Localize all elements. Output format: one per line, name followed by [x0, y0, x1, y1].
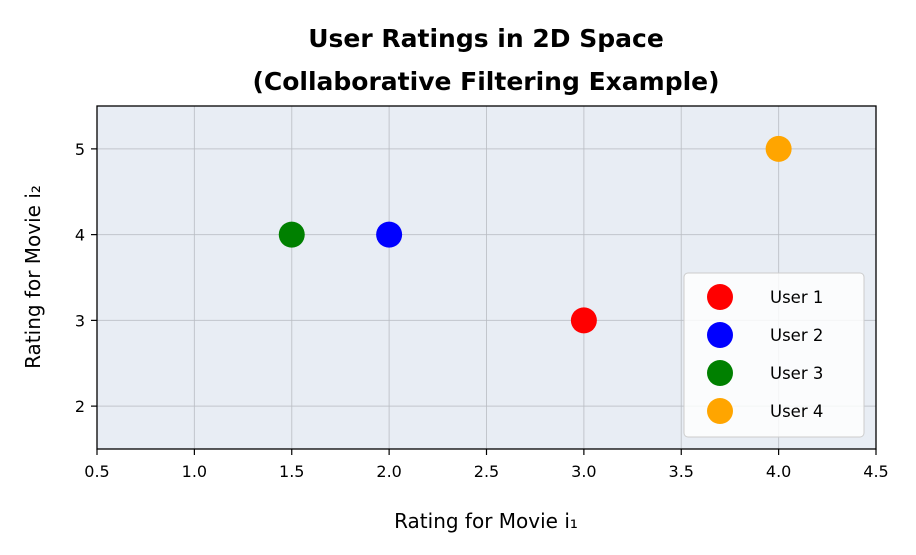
x-tick-label: 2.5 — [474, 462, 499, 481]
data-point-user-3 — [278, 221, 305, 248]
y-axis-label: Rating for Movie i₂ — [21, 185, 45, 369]
y-tick-label: 3 — [75, 311, 85, 330]
legend-box — [683, 272, 865, 438]
chart-title-line-2: (Collaborative Filtering Example) — [252, 67, 719, 96]
x-tick-label: 1.5 — [279, 462, 304, 481]
legend-entry: User 3 — [770, 364, 823, 383]
legend-entry: User 2 — [770, 326, 823, 345]
legend-marker — [707, 360, 733, 386]
data-point-user-2 — [376, 221, 403, 248]
y-tick-label: 4 — [75, 226, 85, 245]
chart-title-line-1: User Ratings in 2D Space — [308, 24, 664, 53]
y-tick-label: 5 — [75, 140, 85, 159]
legend-entry: User 4 — [770, 402, 823, 421]
y-tick-label: 2 — [75, 397, 85, 416]
x-tick-label: 3.0 — [571, 462, 596, 481]
legend-marker — [707, 398, 733, 424]
x-axis-label: Rating for Movie i₁ — [394, 509, 578, 533]
data-point-user-1 — [570, 307, 597, 334]
x-tick-label: 1.0 — [182, 462, 207, 481]
x-tick-label: 2.0 — [376, 462, 401, 481]
x-tick-label: 0.5 — [84, 462, 109, 481]
x-tick-label: 4.0 — [766, 462, 791, 481]
plot-frame — [96, 105, 877, 450]
axis-ticks: 0.5 1.0 1.5 2.0 2.5 3.0 3.5 4.0 4.5 2 3 4 5 — [75, 140, 889, 481]
legend-marker — [707, 322, 733, 348]
legend-entry: User 1 — [770, 288, 823, 307]
legend: User 1 User 2 User 3 User 4 — [683, 272, 865, 438]
x-tick-label: 3.5 — [669, 462, 694, 481]
data-point-user-4 — [765, 135, 792, 162]
data-points — [278, 135, 792, 334]
x-tick-label: 4.5 — [863, 462, 888, 481]
legend-marker — [707, 284, 733, 310]
